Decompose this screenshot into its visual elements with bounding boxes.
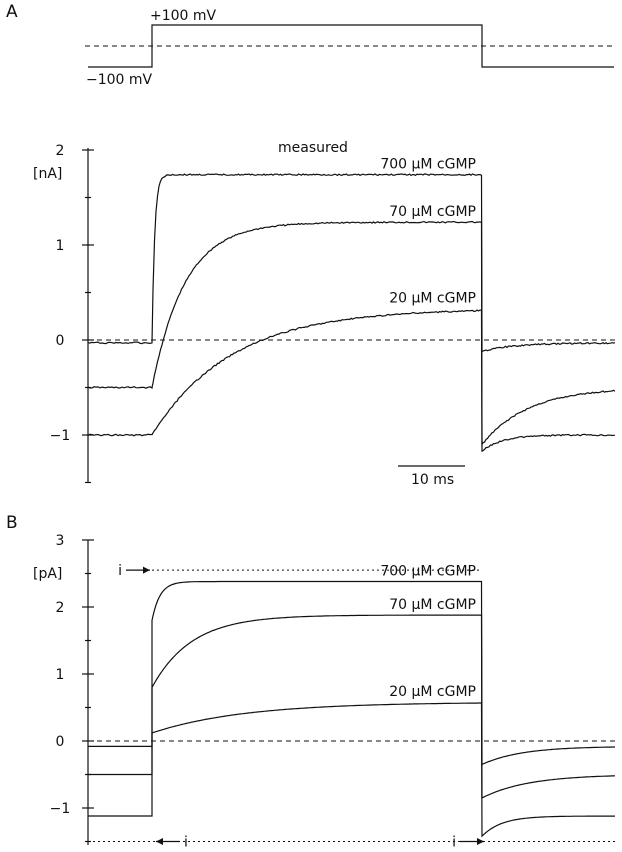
trace-1	[87, 220, 616, 447]
panel-b-chart: [pA] 3 2 1 0 −1 700 µM cGMP 70 µM cGMP 20 µM c…	[33, 533, 616, 851]
panel-b-y-axis: 3 2 1 0 −1	[50, 533, 94, 845]
y-tick-label: 3	[56, 533, 65, 549]
i-label: i	[184, 835, 188, 851]
y-tick-label: −1	[50, 428, 71, 444]
trace-2	[88, 702, 615, 838]
trace-2	[87, 309, 616, 453]
i-label: i	[452, 835, 456, 851]
y-tick-label: −1	[50, 801, 71, 817]
series-label: 700 µM cGMP	[380, 157, 476, 173]
trace-0	[87, 173, 616, 353]
y-tick-label: 2	[56, 600, 65, 616]
y-tick-label: 1	[56, 238, 65, 254]
panel-a-chart: measured [nA] 2 1 0 −1 700 µM cGMP 70 µM cGM…	[33, 140, 616, 488]
series-label: 70 µM cGMP	[389, 204, 476, 220]
panel-a-ylabel: [nA]	[33, 166, 62, 182]
trace-0	[88, 580, 615, 766]
scale-bar-label: 10 ms	[411, 472, 454, 488]
panel-b-traces	[88, 580, 616, 838]
trace-1	[88, 614, 616, 800]
panel-a-title: measured	[278, 140, 348, 156]
i-label: i	[118, 563, 122, 579]
arrow-head	[143, 566, 150, 574]
series-label: 20 µM cGMP	[389, 684, 476, 700]
protocol-trace	[88, 24, 614, 68]
y-tick-label: 0	[56, 333, 65, 349]
panel-a-traces	[87, 173, 616, 453]
panel-b-ylabel: [pA]	[33, 566, 62, 582]
arrow-head	[156, 838, 163, 845]
panel-a-letter: A	[6, 2, 18, 22]
series-label: 70 µM cGMP	[389, 597, 476, 613]
series-label: 20 µM cGMP	[389, 291, 476, 307]
panel-a-series-labels: 700 µM cGMP 70 µM cGMP 20 µM cGMP	[380, 157, 476, 307]
series-label: 700 µM cGMP	[380, 564, 476, 580]
i-arrows: i i i	[118, 563, 484, 851]
panel-b-letter: B	[6, 513, 18, 533]
panel-a-y-axis: 2 1 0 −1	[50, 143, 94, 484]
voltage-protocol: +100 mV −100 mV	[85, 8, 614, 88]
y-tick-label: 2	[56, 143, 65, 159]
y-tick-label: 0	[56, 734, 65, 750]
protocol-step-label: +100 mV	[150, 8, 217, 24]
protocol-holding-label: −100 mV	[86, 72, 153, 88]
y-tick-label: 1	[56, 667, 65, 683]
panel-b-series-labels: 700 µM cGMP 70 µM cGMP 20 µM cGMP	[380, 564, 476, 701]
arrow-head	[477, 838, 484, 845]
